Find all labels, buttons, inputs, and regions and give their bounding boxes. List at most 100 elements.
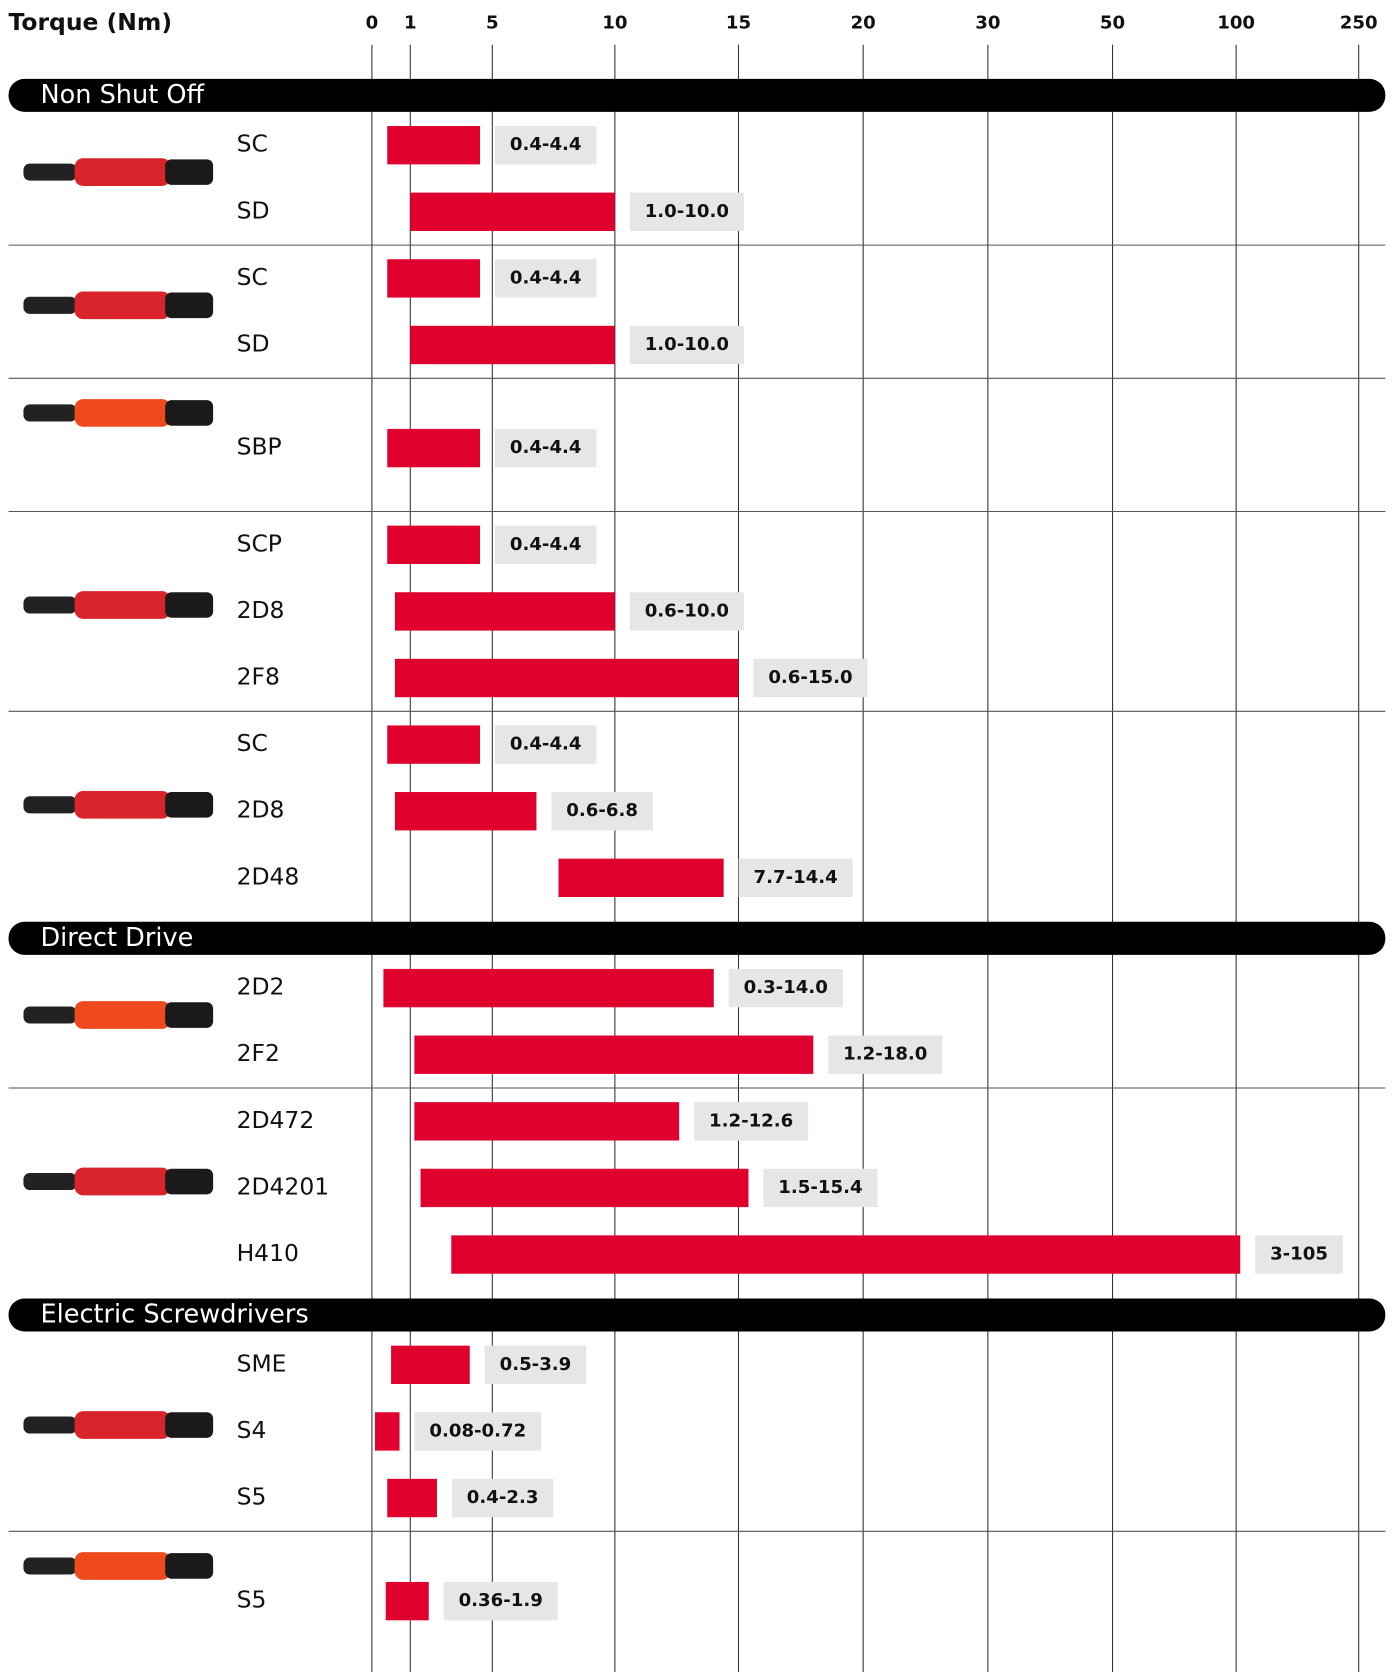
range-label: 0.4-4.4 [510,437,582,458]
x-tick-label: 20 [851,12,876,33]
row-label: 2D8 [237,596,285,624]
x-tick-label: 1 [404,12,417,33]
tool-body [75,1411,171,1439]
tool-nose [23,164,76,181]
x-tick-label: 250 [1340,12,1378,33]
tool-end [165,159,213,185]
range-label: 0.5-3.9 [500,1354,572,1375]
range-bar [395,592,615,630]
range-bar [391,1346,470,1384]
range-label: 0.4-4.4 [510,734,582,755]
tool-body [75,399,171,427]
x-tick-label: 10 [602,12,627,33]
row-label: SD [237,196,270,224]
range-bar [375,1412,400,1450]
tool-end [165,792,213,818]
x-tick-label: 50 [1100,12,1125,33]
row-label: SBP [237,433,282,461]
range-bar [387,725,480,763]
tool-image [23,1411,213,1439]
row-label: S5 [237,1586,267,1614]
range-label: 0.08-0.72 [429,1420,526,1441]
section-bar [9,79,1386,112]
row-label: 2D8 [237,796,285,824]
section-title: Non Shut Off [40,80,205,110]
tool-end [165,293,213,319]
range-bar [395,792,537,830]
tool-nose [23,404,76,421]
row-label: 2D4201 [237,1172,330,1200]
range-bar [421,1169,749,1207]
row-label: 2F8 [237,663,280,691]
x-tick-label: 0 [366,12,379,33]
range-bar [387,429,480,467]
tool-image [23,791,213,819]
row-label: SME [237,1349,287,1377]
tool-image [23,399,213,427]
range-label: 0.6-15.0 [768,667,852,688]
tool-end [165,1169,213,1195]
range-label: 1.2-12.6 [709,1110,793,1131]
tool-body [75,591,171,619]
tool-body [75,1001,171,1029]
x-tick-label: 15 [726,12,751,33]
tool-image [23,291,213,319]
range-bar [386,1582,429,1620]
row-label: 2D48 [237,862,300,890]
range-bar [410,193,615,231]
row-label: SC [237,130,268,158]
range-label: 1.5-15.4 [778,1177,862,1198]
range-bar [414,1102,679,1140]
range-label: 0.6-10.0 [645,600,729,621]
x-tick-label: 5 [486,12,499,33]
tool-nose [23,1007,76,1024]
tool-end [165,1553,213,1579]
x-tick-label: 100 [1217,12,1255,33]
range-label: 1.2-18.0 [843,1044,927,1065]
x-tick-label: 30 [975,12,1000,33]
range-bar [451,1235,1240,1273]
tool-nose [23,1417,76,1434]
range-label: 0.4-4.4 [510,267,582,288]
tool-nose [23,596,76,613]
tool-body [75,291,171,319]
range-bar [387,1479,437,1517]
row-label: 2D472 [237,1106,315,1134]
tool-nose [23,796,76,813]
range-label: 3-105 [1270,1244,1328,1265]
range-label: 0.6-6.8 [566,800,638,821]
range-bar [414,1036,813,1074]
range-label: 0.4-4.4 [510,134,582,155]
range-bar [387,259,480,297]
row-label: 2F2 [237,1039,280,1067]
tool-end [165,1412,213,1438]
row-label: SCP [237,529,282,557]
tool-image [23,1552,213,1580]
range-bar [395,659,739,697]
row-label: 2D2 [237,973,285,1001]
section-title: Direct Drive [40,923,193,953]
row-label: SC [237,729,268,757]
tool-nose [23,1557,76,1574]
section-bar [9,922,1386,955]
range-bar [383,969,713,1007]
tool-image [23,1001,213,1029]
axis-title: Torque (Nm) [9,8,173,36]
tool-image [23,1168,213,1196]
tool-body [75,791,171,819]
row-label: H410 [237,1239,299,1267]
tool-end [165,592,213,618]
range-label: 1.0-10.0 [645,334,729,355]
tool-body [75,1552,171,1580]
tool-end [165,1002,213,1028]
tool-nose [23,297,76,314]
range-bar [387,126,480,164]
tool-body [75,158,171,186]
tool-nose [23,1173,76,1190]
row-label: SD [237,330,270,358]
range-label: 0.36-1.9 [459,1590,543,1611]
range-label: 7.7-14.4 [753,867,837,888]
range-bar [410,326,615,364]
range-label: 0.4-4.4 [510,534,582,555]
tool-image [23,158,213,186]
